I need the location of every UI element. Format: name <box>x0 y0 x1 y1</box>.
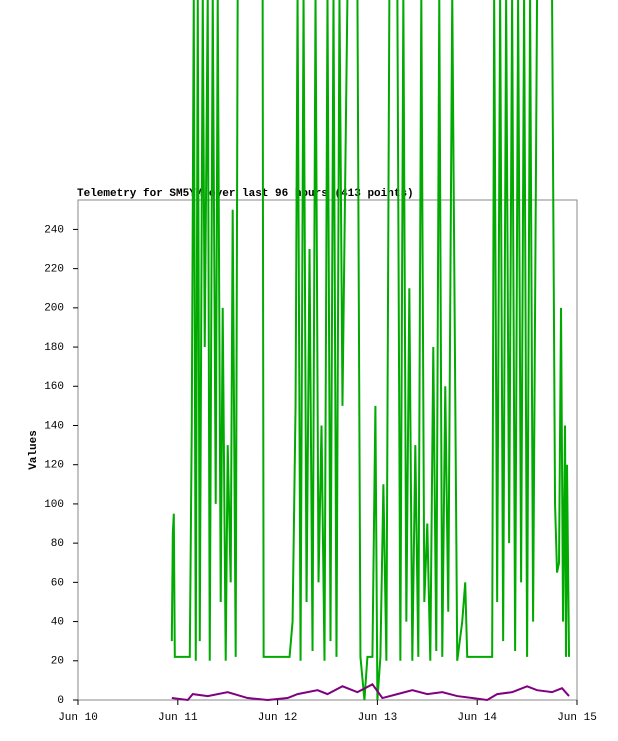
y-tick-label: 120 <box>44 460 64 472</box>
y-axis-label: Values <box>28 430 40 470</box>
y-tick-label: 160 <box>44 381 64 393</box>
chart-title: Telemetry for SM5YM over last 96 hours (… <box>77 188 414 200</box>
y-tick-label: 220 <box>44 264 64 276</box>
y-tick-label: 80 <box>51 538 64 550</box>
y-tick-label: 20 <box>51 656 64 668</box>
data-line <box>170 0 571 701</box>
y-tick-label: 140 <box>44 420 64 432</box>
x-tick-label: Jun 15 <box>557 712 597 724</box>
x-tick-label: Jun 11 <box>158 712 198 724</box>
y-tick-label: 100 <box>44 499 64 511</box>
y-tick-label: 0 <box>57 695 64 707</box>
y-tick-label: 240 <box>44 224 64 236</box>
data-line <box>171 683 570 702</box>
x-tick-label: Jun 12 <box>258 712 298 724</box>
y-tick-label: 60 <box>51 577 64 589</box>
x-tick-label: Jun 14 <box>457 712 497 724</box>
y-tick-label: 40 <box>51 616 64 628</box>
y-tick-label: 200 <box>44 303 64 315</box>
x-tick-label: Jun 10 <box>58 712 98 724</box>
x-tick-label: Jun 13 <box>358 712 398 724</box>
y-tick-label: 180 <box>44 342 64 354</box>
